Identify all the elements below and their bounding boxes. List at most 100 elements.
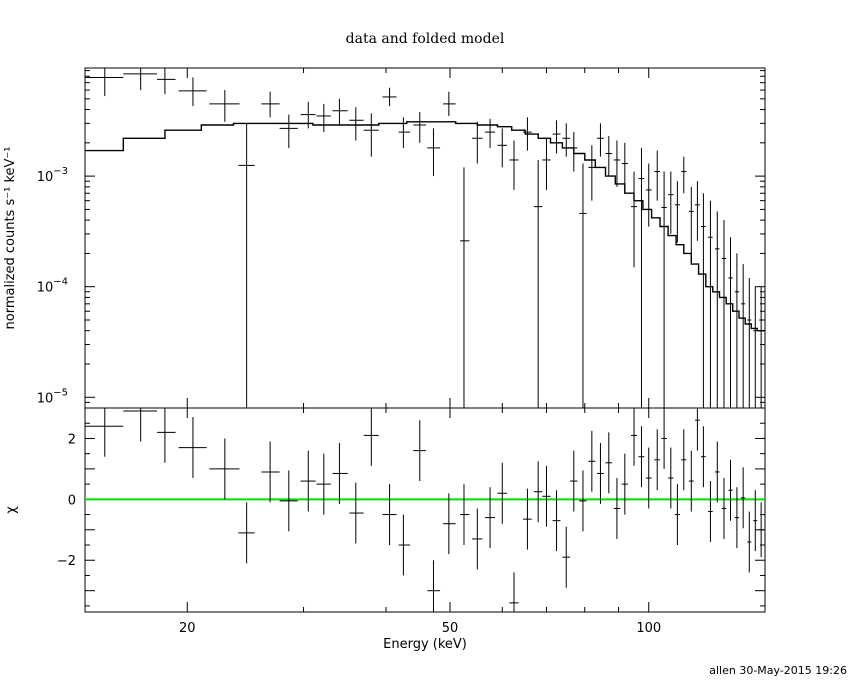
residual-point: [300, 450, 316, 512]
residual-point: [460, 484, 470, 546]
top-y-tick-label: 10−5: [37, 387, 68, 406]
residual-point: [570, 450, 578, 512]
data-point: [661, 171, 667, 408]
data-point: [630, 171, 638, 268]
x-axis-label: Energy (keV): [383, 637, 467, 652]
top-panel: 10−5 10−4 10−3: [37, 67, 766, 409]
top-y-axis: 10−5 10−4 10−3: [37, 70, 765, 409]
top-y-axis-label: normalized counts s⁻¹ keV⁻¹: [3, 147, 18, 330]
data-point: [332, 98, 348, 125]
data-point: [701, 193, 706, 408]
data-point: [674, 181, 680, 243]
bottom-y-axis: −2 0 2: [57, 407, 765, 607]
data-point: [579, 163, 587, 408]
data-point: [523, 117, 532, 151]
residual-point: [681, 429, 687, 491]
bottom-y-axis-label: χ: [4, 506, 19, 514]
data-point: [382, 87, 397, 107]
residual-point: [562, 526, 571, 588]
residual-point: [654, 429, 660, 491]
data-point: [681, 156, 687, 194]
model-curve-group: [85, 121, 765, 332]
residual-point: [734, 487, 740, 549]
residual-point: [661, 408, 667, 469]
data-point: [542, 138, 551, 190]
data-point: [300, 101, 316, 129]
data-point: [443, 91, 456, 116]
data-point: [621, 142, 628, 194]
data-point: [349, 107, 364, 141]
residual-point: [638, 426, 645, 488]
top-y-tick-label: 10−3: [37, 166, 68, 185]
data-point: [472, 121, 483, 164]
residual-point: [753, 490, 758, 552]
data-point: [413, 112, 427, 143]
data-point: [460, 167, 470, 408]
data-point: [654, 150, 660, 201]
residual-point: [533, 461, 543, 523]
footer-stamp: allen 30-May-2015 19:26: [709, 664, 847, 677]
residual-point: [279, 470, 298, 532]
residual-point: [588, 430, 596, 492]
residual-point: [332, 443, 348, 504]
residual-point: [721, 478, 727, 539]
top-panel-frame: [84, 67, 766, 409]
data-point: [562, 123, 571, 157]
residual-point: [261, 441, 280, 503]
bottom-y-tick-label: 2: [68, 432, 76, 447]
residual-point: [708, 481, 713, 542]
data-point: [728, 237, 733, 408]
residual-point: [747, 511, 752, 573]
data-point: [509, 140, 519, 190]
residual-point: [621, 453, 628, 515]
residual-point: [509, 572, 519, 612]
residual-point: [238, 502, 255, 564]
residual-point: [668, 447, 674, 509]
bottom-panel: −2 0 2: [57, 407, 766, 613]
residual-point: [715, 441, 720, 503]
residual-point: [472, 508, 483, 570]
residual-point: [398, 514, 411, 576]
data-point: [398, 117, 411, 148]
residual-point: [413, 420, 427, 482]
data-point: [721, 220, 727, 408]
data-point: [645, 163, 652, 227]
data-point: [694, 181, 700, 241]
data-point: [638, 147, 645, 408]
residual-point: [443, 493, 456, 555]
bottom-y-tick-label: −2: [57, 554, 76, 569]
data-point: [279, 114, 298, 148]
residual-point: [157, 408, 176, 463]
residual-point: [613, 478, 621, 539]
data-point: [552, 120, 561, 154]
x-tick-label: 20: [179, 621, 196, 636]
residual-point: [728, 459, 733, 521]
data-point: [363, 113, 379, 157]
chart-title: data and folded model: [346, 31, 505, 47]
data-point: [497, 128, 508, 168]
top-data-points: [85, 68, 765, 408]
data-point: [261, 91, 280, 118]
residual-point: [701, 426, 706, 488]
residual-point: [597, 443, 604, 504]
data-point: [613, 140, 621, 187]
data-point: [668, 171, 674, 234]
residual-point: [382, 484, 397, 546]
residual-point: [552, 490, 561, 552]
data-point: [123, 68, 158, 91]
data-point: [741, 264, 746, 408]
folded-model-curve: [85, 121, 765, 332]
data-point: [597, 123, 604, 157]
residual-point: [741, 467, 746, 529]
data-point: [605, 136, 613, 177]
bottom-panel-frame: [84, 407, 766, 613]
residual-point: [674, 484, 680, 546]
data-point: [708, 200, 713, 408]
residual-point: [485, 487, 496, 549]
data-point: [588, 145, 596, 201]
residual-point: [363, 408, 379, 466]
residual-point: [178, 417, 207, 479]
bottom-y-tick-label: 0: [68, 493, 76, 508]
residual-points: [85, 408, 765, 612]
